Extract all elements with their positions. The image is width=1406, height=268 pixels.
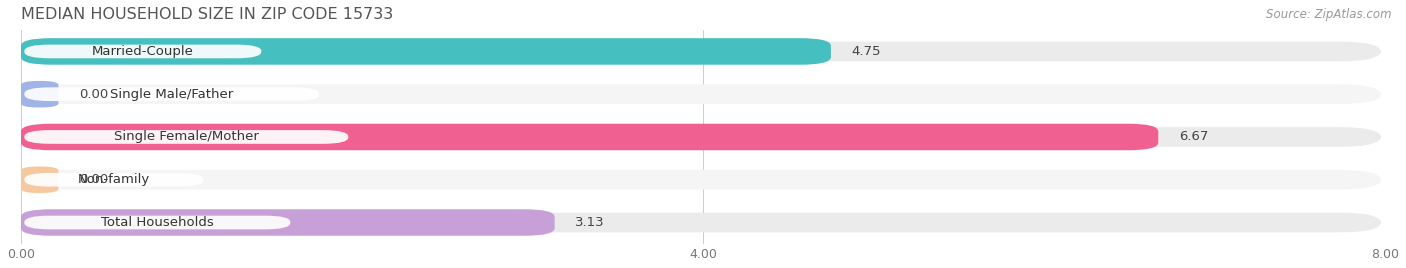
Text: Single Female/Mother: Single Female/Mother [114, 131, 259, 143]
FancyBboxPatch shape [21, 38, 831, 65]
FancyBboxPatch shape [21, 81, 59, 107]
Text: Total Households: Total Households [101, 216, 214, 229]
Text: 0.00: 0.00 [79, 173, 108, 186]
Text: 6.67: 6.67 [1178, 131, 1208, 143]
FancyBboxPatch shape [21, 127, 1381, 147]
Text: 3.13: 3.13 [575, 216, 605, 229]
FancyBboxPatch shape [21, 170, 1381, 189]
Text: Non-family: Non-family [77, 173, 150, 186]
FancyBboxPatch shape [24, 173, 204, 187]
FancyBboxPatch shape [21, 84, 1381, 104]
FancyBboxPatch shape [24, 87, 319, 101]
Text: 4.75: 4.75 [852, 45, 880, 58]
Text: Source: ZipAtlas.com: Source: ZipAtlas.com [1267, 8, 1392, 21]
Text: MEDIAN HOUSEHOLD SIZE IN ZIP CODE 15733: MEDIAN HOUSEHOLD SIZE IN ZIP CODE 15733 [21, 7, 394, 22]
FancyBboxPatch shape [24, 44, 262, 58]
FancyBboxPatch shape [24, 216, 291, 229]
FancyBboxPatch shape [24, 130, 349, 144]
Text: Married-Couple: Married-Couple [91, 45, 194, 58]
FancyBboxPatch shape [21, 166, 59, 193]
FancyBboxPatch shape [21, 42, 1381, 61]
FancyBboxPatch shape [21, 209, 554, 236]
Text: 0.00: 0.00 [79, 88, 108, 101]
FancyBboxPatch shape [21, 213, 1381, 232]
FancyBboxPatch shape [21, 124, 1159, 150]
Text: Single Male/Father: Single Male/Father [110, 88, 233, 101]
